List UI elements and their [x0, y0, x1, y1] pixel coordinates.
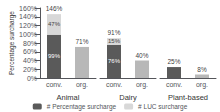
svg-text:Plant-based: Plant-based: [168, 93, 208, 102]
svg-text:160%: 160%: [19, 5, 37, 12]
svg-text:99%: 99%: [48, 53, 61, 59]
svg-text:60%: 60%: [23, 48, 37, 55]
svg-text:org.: org.: [196, 81, 208, 89]
svg-text:Percentage surcharge: Percentage surcharge: [8, 11, 16, 75]
svg-text:25%: 25%: [167, 58, 180, 65]
svg-text:15%: 15%: [108, 38, 121, 44]
svg-text:# LUC surcharge: # LUC surcharge: [138, 103, 188, 111]
svg-text:40%: 40%: [135, 52, 148, 59]
svg-text:47%: 47%: [48, 21, 61, 27]
svg-text:140%: 140%: [19, 13, 37, 20]
svg-text:org.: org.: [76, 81, 88, 89]
svg-text:76%: 76%: [108, 58, 121, 64]
svg-text:Dairy: Dairy: [119, 93, 137, 102]
svg-text:120%: 120%: [19, 22, 37, 29]
svg-text:conv.: conv.: [166, 81, 182, 88]
svg-text:Animal: Animal: [57, 93, 80, 102]
svg-text:91%: 91%: [107, 29, 120, 36]
svg-text:20%: 20%: [23, 66, 37, 73]
svg-text:conv.: conv.: [46, 81, 62, 88]
svg-text:0%: 0%: [27, 75, 37, 82]
svg-text:conv.: conv.: [106, 81, 122, 88]
svg-text:org.: org.: [136, 81, 148, 89]
svg-text:71%: 71%: [75, 38, 88, 45]
svg-text:8%: 8%: [197, 66, 207, 73]
svg-text:146%: 146%: [46, 5, 63, 12]
svg-text:40%: 40%: [23, 57, 37, 64]
svg-text:100%: 100%: [19, 31, 37, 38]
svg-text:80%: 80%: [23, 40, 37, 47]
svg-text:# Percentage surcharge: # Percentage surcharge: [47, 103, 117, 111]
